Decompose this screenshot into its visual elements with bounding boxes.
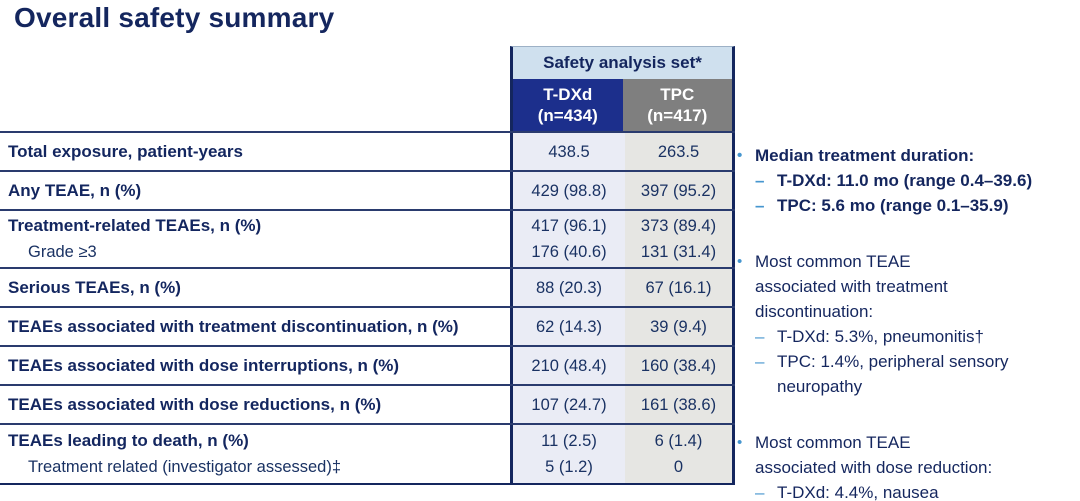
cell-tdxd-sub: 176 (40.6)	[531, 243, 607, 261]
row-label: Serious TEAEs, n (%)	[8, 277, 181, 297]
cell-tpc: 160 (38.4)	[640, 356, 717, 375]
table-column-headers: T-DXd (n=434) TPC (n=417)	[510, 79, 735, 131]
notes-panel: • Median treatment duration: – T-DXd: 11…	[737, 143, 1077, 501]
row-sublabel: Grade ≥3	[28, 243, 97, 261]
dash-icon: –	[755, 196, 765, 215]
dash-icon: –	[755, 171, 765, 190]
bullet-subtext: T-DXd: 11.0 mo (range 0.4–39.6)	[777, 171, 1033, 190]
cell-tpc-sub: 0	[673, 458, 684, 476]
column-header-tdxd-n: (n=434)	[537, 106, 598, 125]
cell-tdxd: 62 (14.3)	[535, 317, 603, 336]
bullet-text: Median treatment duration:	[755, 146, 975, 165]
bullet-group: • Median treatment duration: – T-DXd: 11…	[737, 143, 1077, 218]
bullet-subtext: TPC: 5.6 mo (range 0.1–35.9)	[777, 196, 1009, 215]
row-label: TEAEs associated with dose interruptions…	[8, 355, 400, 375]
bullet-subtext: T-DXd: 5.3%, pneumonitis†	[777, 327, 984, 346]
table-row: TEAEs associated with dose reductions, n…	[0, 384, 735, 423]
row-label: TEAEs associated with dose reductions, n…	[8, 394, 382, 414]
cell-tpc: 263.5	[657, 142, 700, 161]
cell-tpc: 373 (89.4)	[640, 217, 717, 235]
cell-tpc: 6 (1.4)	[654, 432, 703, 450]
table-header-group: Safety analysis set*	[510, 46, 735, 79]
bullet-subtext: TPC: 1.4%, peripheral sensory neuropathy	[777, 352, 1009, 396]
dash-icon: –	[755, 327, 765, 346]
cell-tdxd: 88 (20.3)	[535, 278, 603, 297]
bullet-text: Most common TEAE associated with dose re…	[755, 433, 993, 477]
cell-tpc-sub: 131 (31.4)	[640, 243, 717, 261]
cell-tpc: 161 (38.6)	[640, 395, 717, 414]
dash-icon: –	[755, 352, 765, 371]
row-label: Treatment-related TEAEs, n (%)	[8, 216, 262, 235]
row-sublabel: Treatment related (investigator assessed…	[28, 458, 342, 476]
row-label: TEAEs associated with treatment disconti…	[8, 316, 459, 336]
bullet-group: • Most common TEAE associated with dose …	[737, 430, 1077, 501]
bullet-text: Most common TEAE associated with treatme…	[755, 252, 948, 321]
dash-icon: –	[755, 483, 765, 501]
cell-tdxd: 210 (48.4)	[531, 356, 607, 375]
row-label: Any TEAE, n (%)	[8, 180, 142, 200]
column-header-tdxd-name: T-DXd	[543, 85, 593, 104]
cell-tdxd: 417 (96.1)	[531, 217, 607, 235]
cell-tpc: 67 (16.1)	[645, 278, 712, 297]
table-row: Total exposure, patient-years 438.5 263.…	[0, 131, 735, 170]
column-header-tpc-name: TPC	[660, 85, 695, 104]
table-body: Total exposure, patient-years 438.5 263.…	[0, 131, 735, 485]
table-row: TEAEs associated with treatment disconti…	[0, 306, 735, 345]
cell-tdxd: 11 (2.5)	[541, 432, 597, 450]
table-row: TEAEs associated with dose interruptions…	[0, 345, 735, 384]
column-header-tpc: TPC (n=417)	[622, 79, 732, 131]
cell-tpc: 397 (95.2)	[640, 181, 717, 200]
bullet-icon: •	[737, 147, 743, 164]
cell-tdxd-sub: 5 (1.2)	[545, 458, 593, 476]
bullet-subtext: T-DXd: 4.4%, nausea	[777, 483, 939, 501]
bullet-icon: •	[737, 434, 743, 451]
cell-tpc: 39 (9.4)	[650, 317, 707, 336]
cell-tdxd: 438.5	[548, 142, 590, 161]
table-row: TEAEs leading to death, n (%) Treatment …	[0, 423, 735, 483]
row-label: TEAEs leading to death, n (%)	[8, 431, 249, 450]
bullet-icon: •	[737, 253, 743, 270]
table-row: Any TEAE, n (%) 429 (98.8) 397 (95.2)	[0, 170, 735, 209]
row-label: Total exposure, patient-years	[8, 141, 243, 161]
table-row: Treatment-related TEAEs, n (%) Grade ≥3 …	[0, 209, 735, 267]
column-header-tdxd: T-DXd (n=434)	[513, 79, 623, 131]
column-header-tpc-n: (n=417)	[647, 106, 708, 125]
page-title: Overall safety summary	[14, 2, 335, 33]
cell-tdxd: 429 (98.8)	[531, 181, 607, 200]
table-header-group-label: Safety analysis set*	[543, 53, 702, 72]
cell-tdxd: 107 (24.7)	[531, 395, 607, 414]
bullet-group: • Most common TEAE associated with treat…	[737, 249, 1077, 399]
table-row: Serious TEAEs, n (%) 88 (20.3) 67 (16.1)	[0, 267, 735, 306]
